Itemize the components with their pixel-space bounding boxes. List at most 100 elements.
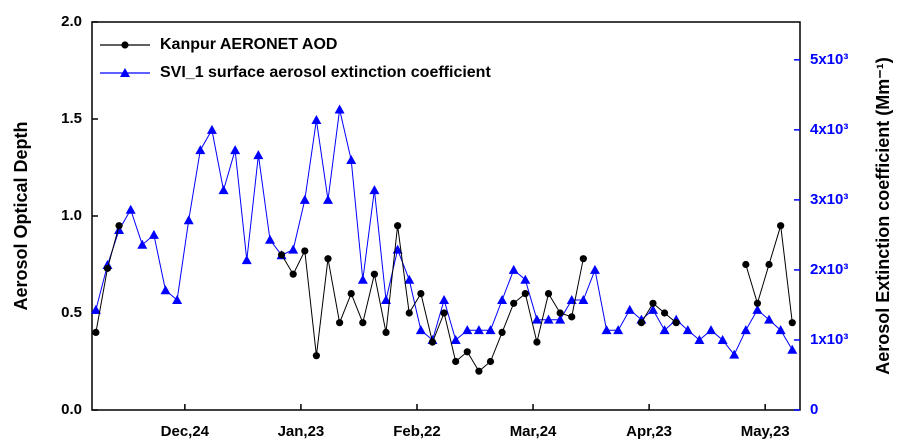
circle-marker bbox=[753, 299, 762, 307]
circle-marker bbox=[115, 222, 123, 230]
triangle-marker bbox=[473, 325, 484, 335]
triangle-marker bbox=[439, 295, 450, 305]
triangle-marker bbox=[264, 234, 275, 244]
triangle-marker bbox=[555, 314, 566, 324]
triangle-marker bbox=[172, 295, 183, 305]
triangle-marker bbox=[775, 325, 786, 335]
circle-marker bbox=[277, 251, 286, 259]
triangle-marker bbox=[195, 145, 206, 155]
circle-marker bbox=[475, 367, 483, 375]
triangle-marker bbox=[740, 325, 751, 335]
triangle-marker bbox=[717, 334, 728, 344]
triangle-marker bbox=[160, 285, 171, 295]
triangle-marker bbox=[694, 334, 705, 344]
circle-marker bbox=[92, 328, 100, 336]
y-tick-label: 0.0 bbox=[61, 401, 82, 418]
triangle-marker bbox=[613, 325, 624, 335]
y2-tick-label: 5x10³ bbox=[810, 51, 848, 68]
circle-marker bbox=[544, 290, 553, 298]
circle-marker bbox=[637, 319, 645, 327]
circle-marker bbox=[788, 319, 796, 327]
circle-marker bbox=[649, 299, 657, 307]
circle-marker bbox=[336, 319, 344, 327]
circle-marker bbox=[440, 309, 448, 317]
triangle-marker bbox=[120, 68, 130, 77]
circle-marker bbox=[556, 309, 564, 317]
circle-marker bbox=[672, 319, 680, 327]
triangle-marker bbox=[311, 115, 322, 125]
circle-marker bbox=[428, 338, 437, 346]
circle-marker bbox=[347, 290, 355, 298]
circle-marker bbox=[579, 255, 587, 263]
triangle-marker bbox=[183, 215, 194, 225]
circle-marker bbox=[660, 309, 669, 317]
y-tick-label: 1.5 bbox=[61, 110, 82, 127]
y-tick-label: 1.0 bbox=[61, 207, 82, 224]
circle-marker bbox=[289, 270, 297, 278]
triangle-marker bbox=[114, 225, 125, 235]
triangle-marker bbox=[647, 304, 658, 314]
circle-marker bbox=[312, 352, 320, 360]
circle-marker bbox=[568, 313, 576, 321]
circle-marker bbox=[417, 290, 425, 298]
circle-marker bbox=[370, 270, 379, 278]
triangle-marker bbox=[752, 304, 763, 314]
triangle-marker bbox=[90, 304, 101, 314]
y2-tick-label: 1x10³ bbox=[810, 331, 848, 348]
triangle-marker bbox=[369, 185, 380, 195]
triangle-marker bbox=[764, 314, 775, 324]
circle-marker bbox=[301, 247, 309, 255]
triangle-marker bbox=[682, 325, 693, 335]
x-tick-label: Feb,22 bbox=[393, 423, 441, 440]
triangle-marker bbox=[323, 194, 333, 204]
triangle-marker bbox=[230, 145, 241, 155]
triangle-marker bbox=[334, 104, 345, 114]
triangle-marker bbox=[288, 244, 299, 254]
triangle-marker bbox=[218, 185, 229, 195]
x-tick-label: May,23 bbox=[741, 423, 790, 440]
circle-marker bbox=[121, 41, 129, 49]
circle-marker bbox=[498, 328, 506, 336]
y-tick-label: 0.5 bbox=[61, 304, 82, 321]
circle-marker bbox=[486, 357, 495, 366]
circle-marker bbox=[452, 357, 460, 366]
y2-tick-label: 2x10³ bbox=[810, 261, 848, 278]
legend-label: SVI_1 surface aerosol extinction coeffic… bbox=[160, 64, 491, 81]
circle-marker bbox=[359, 319, 367, 327]
circle-marker bbox=[405, 309, 413, 317]
x-tick-label: Apr,23 bbox=[626, 423, 672, 440]
triangle-marker bbox=[543, 314, 554, 324]
circle-marker bbox=[742, 260, 750, 269]
triangle-marker bbox=[659, 325, 670, 335]
triangle-marker bbox=[485, 325, 496, 335]
circle-marker bbox=[765, 260, 773, 269]
triangle-marker bbox=[601, 325, 612, 335]
y-tick-label: 2.0 bbox=[61, 13, 82, 30]
triangle-marker bbox=[729, 349, 740, 359]
triangle-marker bbox=[241, 255, 252, 265]
y-axis-title: Aerosol Optical Depth bbox=[11, 121, 31, 310]
triangle-marker bbox=[624, 304, 635, 314]
triangle-marker bbox=[450, 334, 461, 344]
y2-axis-title: Aerosol Extinction coefficient (Mm⁻¹) bbox=[873, 57, 893, 375]
circle-marker bbox=[510, 299, 518, 307]
triangle-marker bbox=[381, 295, 392, 305]
triangle-marker bbox=[520, 274, 531, 284]
x-tick-label: Mar,24 bbox=[510, 423, 557, 440]
triangle-marker bbox=[497, 295, 508, 305]
triangle-marker bbox=[508, 264, 519, 274]
triangle-marker bbox=[787, 344, 798, 354]
triangle-marker bbox=[206, 124, 217, 134]
circle-marker bbox=[533, 338, 541, 346]
triangle-marker bbox=[578, 295, 589, 305]
y2-tick-label: 4x10³ bbox=[810, 121, 848, 138]
circle-marker bbox=[463, 348, 471, 356]
triangle-marker bbox=[357, 274, 368, 284]
triangle-marker bbox=[299, 194, 310, 204]
triangle-marker bbox=[137, 239, 148, 249]
triangle-marker bbox=[346, 154, 357, 164]
circle-marker bbox=[394, 222, 402, 230]
triangle-marker bbox=[462, 325, 473, 335]
y2-tick-label: 3x10³ bbox=[810, 191, 848, 208]
triangle-marker bbox=[253, 150, 264, 160]
